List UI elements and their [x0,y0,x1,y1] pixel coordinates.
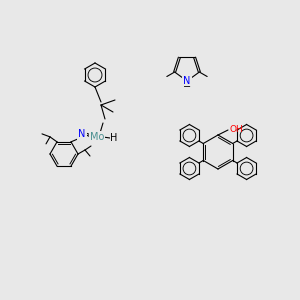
Text: Mo: Mo [90,132,104,142]
Text: N: N [183,76,191,86]
Text: −: − [183,82,191,92]
Text: OH: OH [230,124,244,134]
Text: H: H [110,133,118,143]
Text: N: N [78,129,86,139]
